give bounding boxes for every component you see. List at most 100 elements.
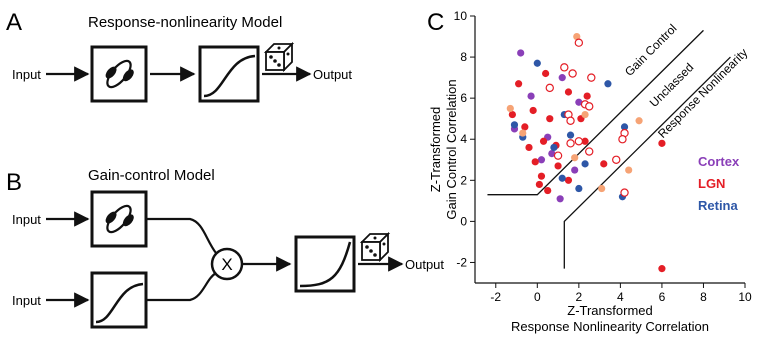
- data-point: [635, 117, 643, 125]
- region-label: Gain Control: [622, 21, 680, 79]
- x-tick-label: 2: [576, 290, 583, 304]
- panel-c-letter: C: [427, 9, 444, 36]
- data-point: [537, 156, 546, 164]
- panel-b: B Gain-control Model Input Input X Outpu…: [6, 167, 444, 329]
- data-point: [581, 160, 589, 168]
- data-point: [558, 74, 566, 82]
- data-point: [618, 135, 627, 144]
- legend-entry: Cortex: [698, 154, 740, 169]
- data-point: [604, 80, 612, 88]
- panel-a: A Response-nonlinearity Model Input Outp…: [6, 9, 352, 103]
- panel-a-output-label: Output: [313, 67, 352, 82]
- data-point: [574, 137, 584, 146]
- data-point: [558, 174, 566, 182]
- data-point: [510, 121, 519, 129]
- data-point: [625, 166, 633, 174]
- data-point: [658, 139, 666, 147]
- data-point: [620, 123, 629, 131]
- sigmoid-curve-icon: [95, 282, 144, 324]
- x-tick-label: 8: [700, 290, 707, 304]
- data-point: [545, 83, 554, 93]
- data-point: [575, 98, 583, 106]
- data-point: [508, 110, 516, 119]
- x-tick-label: 4: [617, 290, 624, 304]
- data-point: [519, 129, 527, 137]
- data-point: [585, 102, 594, 111]
- data-point: [566, 139, 575, 148]
- data-point: [564, 176, 573, 184]
- data-point: [531, 158, 539, 166]
- data-point: [564, 88, 573, 96]
- panel-b-input-label-bottom: Input: [12, 293, 41, 308]
- data-point: [620, 188, 629, 197]
- sigmoid-curve-icon: [203, 54, 256, 98]
- panel-a-title: Response-nonlinearity Model: [88, 14, 282, 31]
- panel-a-letter: A: [6, 9, 22, 36]
- y-axis-label: Z-Transformed: [428, 107, 443, 192]
- data-point: [585, 147, 594, 156]
- legend-entry: LGN: [698, 176, 725, 191]
- x-tick-label: 6: [659, 290, 666, 304]
- response-nonlinearity-boundary: [563, 56, 731, 269]
- multiply-node: [210, 247, 244, 281]
- expansive-curve-icon: [299, 241, 352, 288]
- x-axis-label: Response Nonlinearity Correlation: [511, 319, 709, 334]
- data-point: [535, 180, 543, 189]
- data-point: [581, 137, 589, 145]
- data-point: [581, 110, 589, 119]
- data-point: [568, 69, 577, 78]
- dice-icon: [265, 43, 293, 71]
- data-point: [556, 195, 564, 203]
- data-point: [598, 184, 606, 193]
- y-tick-label: 10: [454, 9, 468, 23]
- y-tick-label: 6: [460, 91, 467, 105]
- data-point: [546, 115, 554, 123]
- data-point: [517, 49, 525, 57]
- data-point: [583, 92, 591, 100]
- data-point: [544, 186, 552, 195]
- panel-a-input-label: Input: [12, 67, 41, 82]
- data-point: [550, 143, 558, 152]
- multiply-symbol: X: [221, 255, 232, 274]
- data-point: [537, 172, 546, 180]
- gain-control-boundary: [487, 29, 704, 196]
- x-axis-label: Z-Transformed: [567, 303, 652, 318]
- y-axis-label: Gain Control Correlation: [444, 79, 459, 219]
- data-point: [571, 166, 579, 174]
- y-tick-label: 8: [460, 50, 467, 64]
- panel-b-letter: B: [6, 169, 22, 196]
- data-point: [548, 150, 556, 158]
- data-point: [612, 155, 621, 164]
- y-tick-label: -2: [456, 255, 467, 269]
- data-point: [529, 106, 537, 115]
- data-point: [553, 151, 563, 160]
- data-point: [515, 80, 523, 88]
- panel-b-output-label: Output: [405, 257, 444, 272]
- data-point: [574, 38, 584, 47]
- data-point: [575, 184, 583, 193]
- data-point: [527, 92, 535, 100]
- x-tick-label: -2: [490, 290, 501, 304]
- panel-b-merge-line-bottom: [146, 272, 217, 302]
- data-point: [600, 160, 608, 168]
- legend-entry: Retina: [698, 198, 739, 213]
- panel-b-input-label-top: Input: [12, 212, 41, 227]
- panel-b-title: Gain-control Model: [88, 167, 215, 184]
- y-tick-label: 4: [460, 132, 467, 146]
- data-point: [525, 143, 533, 152]
- data-point: [539, 137, 548, 145]
- panel-b-merge-line-top: [146, 217, 217, 254]
- data-point: [533, 59, 541, 67]
- data-point: [566, 116, 575, 125]
- data-point: [560, 63, 569, 72]
- data-point: [506, 104, 514, 113]
- x-tick-label: 10: [738, 290, 752, 304]
- x-tick-label: 0: [534, 290, 541, 304]
- data-point: [571, 154, 579, 162]
- data-point: [658, 265, 666, 273]
- dice-icon: [361, 233, 389, 261]
- y-tick-label: 2: [460, 173, 467, 187]
